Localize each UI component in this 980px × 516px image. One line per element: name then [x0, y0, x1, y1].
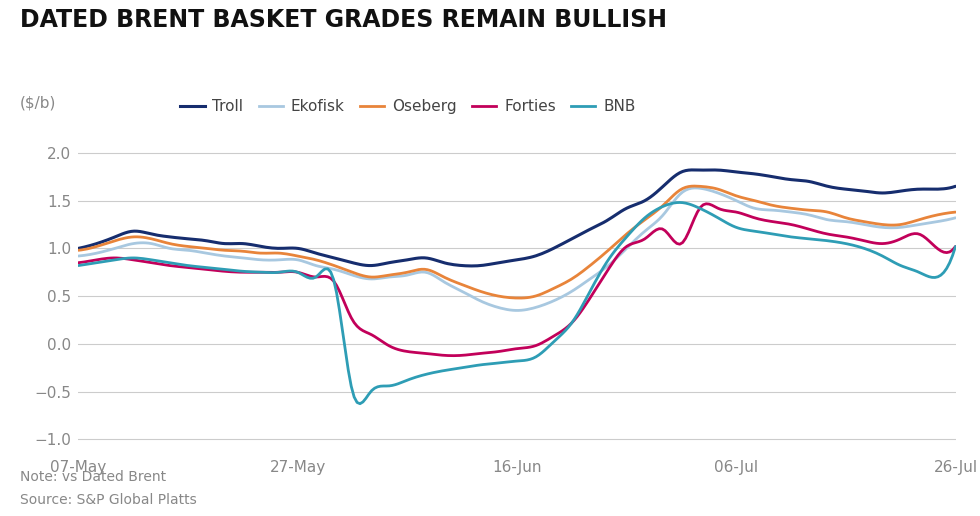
- Text: ($/b): ($/b): [20, 95, 56, 110]
- Troll: [73, 245, 84, 251]
- Line: Troll: Troll: [78, 170, 956, 266]
- Ekofisk: [598, 266, 610, 272]
- Line: BNB: BNB: [78, 202, 956, 404]
- Oseberg: [595, 254, 607, 260]
- Forties: [448, 352, 460, 359]
- Oseberg: [612, 238, 624, 245]
- BNB: [73, 263, 84, 269]
- Ekofisk: [75, 253, 87, 259]
- BNB: [75, 262, 87, 268]
- Forties: [598, 274, 610, 280]
- Text: Source: S&P Global Platts: Source: S&P Global Platts: [20, 493, 196, 507]
- Line: Ekofisk: Ekofisk: [78, 188, 956, 311]
- Forties: [873, 240, 885, 247]
- Troll: [873, 190, 885, 196]
- Forties: [817, 230, 829, 236]
- Line: Forties: Forties: [78, 204, 956, 356]
- BNB: [612, 244, 624, 250]
- Ekofisk: [873, 224, 885, 230]
- Oseberg: [689, 183, 701, 189]
- Forties: [612, 252, 624, 258]
- Ekofisk: [513, 308, 524, 314]
- Forties: [595, 279, 607, 285]
- Forties: [950, 244, 961, 250]
- BNB: [598, 264, 610, 270]
- Troll: [612, 210, 624, 216]
- Text: DATED BRENT BASKET GRADES REMAIN BULLISH: DATED BRENT BASKET GRADES REMAIN BULLISH: [20, 8, 666, 32]
- Ekofisk: [595, 268, 607, 275]
- Troll: [466, 263, 477, 269]
- Oseberg: [873, 221, 885, 227]
- Troll: [598, 219, 610, 225]
- Ekofisk: [73, 253, 84, 259]
- Legend: Troll, Ekofisk, Oseberg, Forties, BNB: Troll, Ekofisk, Oseberg, Forties, BNB: [174, 93, 642, 120]
- BNB: [873, 251, 885, 257]
- Troll: [689, 167, 701, 173]
- Troll: [75, 245, 87, 251]
- Oseberg: [513, 295, 524, 301]
- Troll: [595, 221, 607, 227]
- Ekofisk: [817, 216, 829, 222]
- Troll: [950, 183, 961, 189]
- BNB: [950, 244, 961, 250]
- Ekofisk: [689, 185, 701, 191]
- Oseberg: [73, 247, 84, 253]
- BNB: [817, 237, 829, 244]
- Oseberg: [817, 208, 829, 215]
- BNB: [674, 199, 686, 205]
- Ekofisk: [612, 253, 624, 260]
- Forties: [75, 259, 87, 265]
- Forties: [701, 201, 712, 207]
- Troll: [817, 182, 829, 188]
- BNB: [354, 400, 366, 407]
- BNB: [595, 269, 607, 276]
- Text: Note: vs Dated Brent: Note: vs Dated Brent: [20, 470, 166, 483]
- Line: Oseberg: Oseberg: [78, 186, 956, 298]
- Oseberg: [75, 247, 87, 253]
- Oseberg: [950, 209, 961, 215]
- Oseberg: [598, 251, 610, 257]
- Ekofisk: [950, 215, 961, 221]
- Forties: [73, 260, 84, 266]
